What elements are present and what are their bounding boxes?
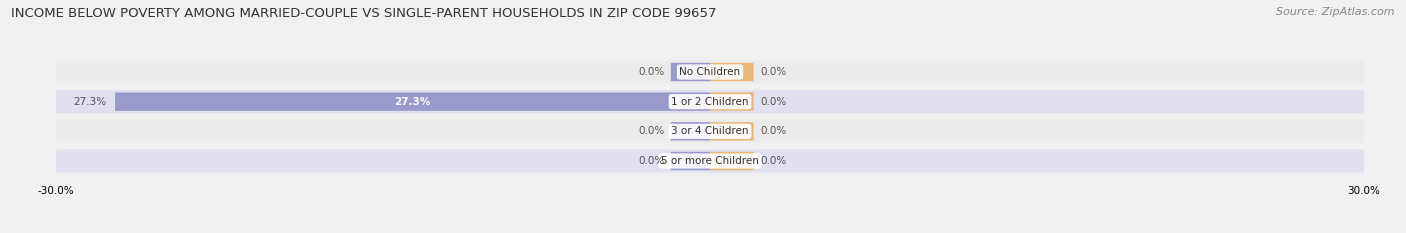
Text: No Children: No Children [679, 67, 741, 77]
Text: INCOME BELOW POVERTY AMONG MARRIED-COUPLE VS SINGLE-PARENT HOUSEHOLDS IN ZIP COD: INCOME BELOW POVERTY AMONG MARRIED-COUPL… [11, 7, 717, 20]
Text: 0.0%: 0.0% [638, 67, 664, 77]
Text: 3 or 4 Children: 3 or 4 Children [671, 126, 749, 136]
Text: 0.0%: 0.0% [761, 67, 786, 77]
FancyBboxPatch shape [56, 90, 1364, 113]
FancyBboxPatch shape [671, 63, 710, 81]
FancyBboxPatch shape [56, 149, 1364, 173]
Text: 27.3%: 27.3% [73, 97, 107, 107]
Text: 0.0%: 0.0% [638, 156, 664, 166]
Text: 27.3%: 27.3% [394, 97, 430, 107]
FancyBboxPatch shape [671, 152, 710, 170]
FancyBboxPatch shape [710, 93, 754, 111]
FancyBboxPatch shape [710, 152, 754, 170]
Text: 0.0%: 0.0% [761, 126, 786, 136]
FancyBboxPatch shape [710, 63, 754, 81]
Text: 5 or more Children: 5 or more Children [661, 156, 759, 166]
FancyBboxPatch shape [671, 122, 710, 140]
FancyBboxPatch shape [115, 93, 710, 111]
Text: 0.0%: 0.0% [761, 97, 786, 107]
Text: Source: ZipAtlas.com: Source: ZipAtlas.com [1277, 7, 1395, 17]
Text: 0.0%: 0.0% [761, 156, 786, 166]
Text: 0.0%: 0.0% [638, 126, 664, 136]
Text: 1 or 2 Children: 1 or 2 Children [671, 97, 749, 107]
FancyBboxPatch shape [710, 122, 754, 140]
FancyBboxPatch shape [56, 60, 1364, 84]
FancyBboxPatch shape [56, 120, 1364, 143]
